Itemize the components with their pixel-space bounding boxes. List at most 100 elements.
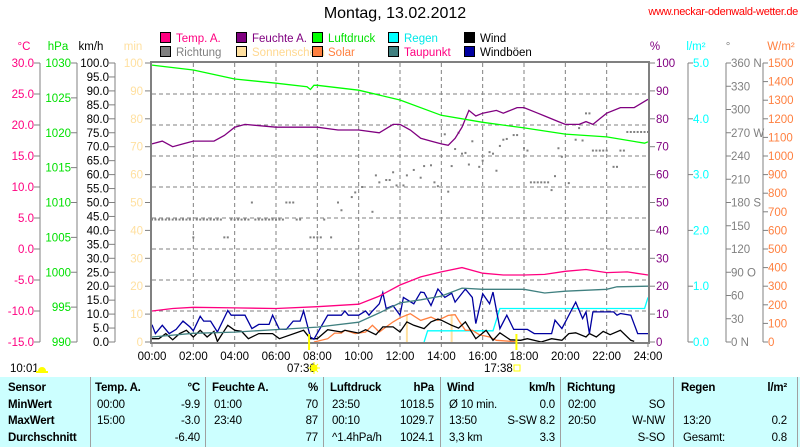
weather-chart: °C -15.0 -10.0 -5.0 0.0 5.0 10.0 15.0 20.0 25.0 30… [8, 41, 795, 375]
series-windböen [151, 287, 648, 341]
table-cell-durchschnitt: 3.3 [539, 431, 556, 444]
table-cell-minwert: 70 [305, 398, 319, 411]
x-tick-label: 22:00 [592, 351, 621, 363]
table-cell-durchschnitt: Durchschnitt [8, 431, 77, 444]
axis-tick-label: 25.0 [12, 89, 34, 101]
axis-tick-label: 40 [656, 225, 669, 237]
direction-point [299, 218, 302, 221]
axis-tick-label: 200 [768, 300, 787, 312]
axis-tick-label: 65.0 [87, 156, 109, 168]
legend-swatch [312, 32, 323, 43]
direction-point [192, 236, 195, 239]
direction-point [557, 147, 560, 150]
direction-point [285, 201, 288, 204]
axis-tick-label: 1000 [45, 267, 71, 279]
series-feuchte-a- [151, 98, 649, 148]
series-line [151, 64, 649, 144]
sunset-time: 17:38 [484, 363, 513, 375]
legend-label: Sonnenschein [252, 47, 325, 59]
direction-point [340, 209, 343, 212]
axis-tick-label: 100.0 [80, 58, 109, 70]
direction-point [271, 218, 274, 221]
direction-point [536, 181, 539, 184]
series-luftdruck [151, 64, 649, 144]
axis-unit-solar: W/m² [767, 41, 795, 53]
direction-point [250, 201, 253, 204]
axis-tick-label: 50 [656, 198, 669, 210]
series-taupunkt [151, 285, 649, 338]
series-regen [423, 297, 649, 343]
direction-point [585, 112, 587, 115]
direction-point [254, 218, 257, 221]
axis-tick-label: -10.0 [8, 306, 34, 318]
legend-item: Luftdruck [312, 32, 375, 45]
direction-point [206, 218, 209, 221]
direction-point [281, 218, 284, 221]
direction-point [498, 144, 501, 147]
direction-point [230, 218, 233, 221]
legend-item: Wind [464, 32, 506, 45]
direction-point [640, 130, 643, 133]
axis-tick-label: 0.0 [93, 337, 109, 349]
legend-label: Richtung [176, 47, 222, 59]
axis-tick-label: 0.0 [18, 244, 34, 256]
table-header-cell: Feuchte A. [212, 382, 269, 394]
axis-tick-label: 70 [656, 142, 669, 154]
axis-tick-label: 90.0 [87, 86, 109, 98]
direction-point [412, 168, 415, 171]
grid [152, 63, 648, 342]
axis-tick-label: 30 [731, 314, 744, 326]
direction-point [395, 184, 398, 187]
table-cell-maxwert: 0.2 [771, 415, 788, 427]
legend-label: Temp. A. [176, 33, 221, 45]
series-line [151, 98, 649, 148]
axis-tick-label: 90 [130, 86, 143, 98]
direction-point [309, 236, 312, 239]
axis-tick-label: 270 W [731, 128, 764, 140]
direction-point [523, 147, 525, 150]
axis-tick-label: 70 [130, 142, 143, 154]
axis-tick-label: 5.0 [93, 323, 109, 335]
axis-temp: °C -15.0 -10.0 -5.0 0.0 5.0 10.0 15.0 20.0 25.0 30… [8, 41, 41, 349]
axis-tick-label: 1015 [45, 163, 71, 175]
table-cell-maxwert: S-SW 8.2 [507, 415, 555, 427]
axis-tick-label: 25.0 [87, 267, 109, 279]
direction-point [323, 218, 326, 221]
axis-tick-label: 0 N [731, 337, 749, 349]
axis-tick-label: 20 [656, 281, 669, 293]
direction-point [633, 130, 636, 133]
axis-tick-label: 10.0 [87, 309, 109, 321]
axis-tick-label: 1000 [768, 151, 794, 163]
axis-tick-label: 1005 [45, 232, 71, 244]
table-cell-maxwert: 13:50 [449, 415, 477, 427]
direction-point [595, 149, 598, 152]
x-tick-label: 08:00 [303, 351, 332, 363]
axis-unit-temp: °C [18, 41, 31, 53]
direction-point [512, 134, 515, 137]
table-cell-minwert: 00:00 [97, 398, 125, 411]
axis-tick-label: 30 [130, 253, 143, 265]
direction-point [464, 151, 467, 154]
cloud-time: 10:01 [10, 363, 39, 375]
direction-point [188, 218, 191, 221]
table-cell-durchschnitt: 3,3 km [449, 431, 483, 444]
column-divider [673, 377, 674, 447]
column-divider [90, 377, 91, 447]
legend-swatch [388, 32, 399, 43]
direction-point [354, 191, 357, 194]
axis-tick-label: 800 [768, 188, 787, 200]
axis-tick-label: 500 [768, 244, 787, 256]
axis-tick-label: 30 [656, 253, 669, 265]
direction-point [591, 149, 594, 152]
plot-series [151, 64, 649, 343]
direction-point [288, 201, 291, 204]
direction-point [161, 218, 164, 221]
x-tick-label: 12:00 [386, 351, 415, 363]
direction-point [195, 218, 198, 221]
legend-label: Luftdruck [328, 33, 376, 45]
direction-point [578, 127, 581, 130]
series-line [151, 285, 649, 338]
direction-point [257, 218, 260, 221]
direction-point [636, 130, 639, 133]
direction-point [185, 218, 188, 221]
